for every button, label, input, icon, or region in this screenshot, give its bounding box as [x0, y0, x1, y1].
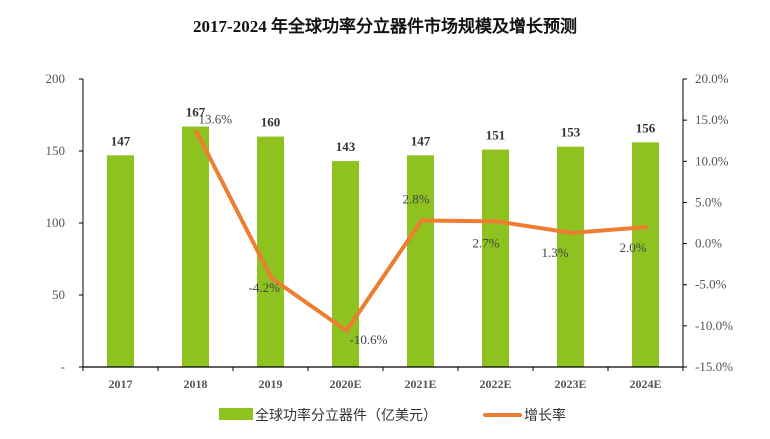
- left-tick-label: 150: [46, 143, 66, 158]
- x-tick-label: 2024E: [629, 377, 661, 391]
- right-tick-label: -15.0%: [695, 359, 733, 374]
- bar: [557, 146, 584, 367]
- right-tick-label: 10.0%: [695, 153, 729, 168]
- bar: [332, 161, 359, 367]
- legend-swatch-bar: [219, 408, 253, 420]
- right-tick-label: 20.0%: [695, 71, 729, 86]
- bar: [632, 142, 659, 367]
- growth-value-label: -4.2%: [249, 280, 281, 295]
- growth-value-label: 2.8%: [403, 192, 430, 207]
- chart-title: 2017-2024 年全球功率分立器件市场规模及增长预测: [193, 16, 577, 36]
- right-tick-label: -5.0%: [695, 277, 727, 292]
- legend: 全球功率分立器件（亿美元） 增长率: [219, 407, 566, 424]
- growth-value-label: 1.3%: [542, 245, 569, 260]
- bar-value-label: 143: [336, 139, 356, 154]
- right-tick-label: 0.0%: [695, 236, 722, 251]
- right-tick-label: -10.0%: [695, 318, 733, 333]
- bar-value-label: 147: [111, 133, 131, 148]
- x-tick-label: 2018: [184, 377, 208, 391]
- growth-value-label: 13.6%: [199, 112, 233, 127]
- right-tick-label: 15.0%: [695, 112, 729, 127]
- left-tick-label: -: [61, 359, 65, 374]
- bar-value-label: 160: [261, 115, 281, 130]
- left-tick-label: 200: [46, 71, 66, 86]
- bar-value-label: 153: [561, 125, 581, 140]
- x-tick-label: 2017: [109, 377, 133, 391]
- growth-value-label: 2.7%: [473, 235, 500, 250]
- bar-value-label: 167: [186, 105, 206, 120]
- growth-value-label: 2.0%: [620, 240, 647, 255]
- bar: [407, 155, 434, 367]
- bar: [482, 149, 509, 367]
- bar: [182, 126, 209, 368]
- growth-value-label: -10.6%: [350, 332, 388, 347]
- bar: [257, 136, 284, 367]
- growth-line: [194, 129, 649, 333]
- bar: [107, 155, 134, 367]
- x-tick-label: 2023E: [554, 377, 586, 391]
- x-tick-label: 2022E: [479, 377, 511, 391]
- x-tick-label: 2021E: [404, 377, 436, 391]
- legend-label-bar: 全球功率分立器件（亿美元）: [255, 407, 437, 424]
- bar-value-label: 156: [636, 120, 656, 135]
- x-tick-label: 2019: [259, 377, 283, 391]
- legend-label-line: 增长率: [524, 407, 566, 424]
- bar-value-label: 151: [486, 128, 506, 143]
- right-tick-label: 5.0%: [695, 194, 722, 209]
- left-tick-label: 50: [52, 287, 65, 302]
- left-tick-label: 100: [46, 215, 66, 230]
- x-tick-label: 2020E: [329, 377, 361, 391]
- bar-value-label: 147: [411, 133, 431, 148]
